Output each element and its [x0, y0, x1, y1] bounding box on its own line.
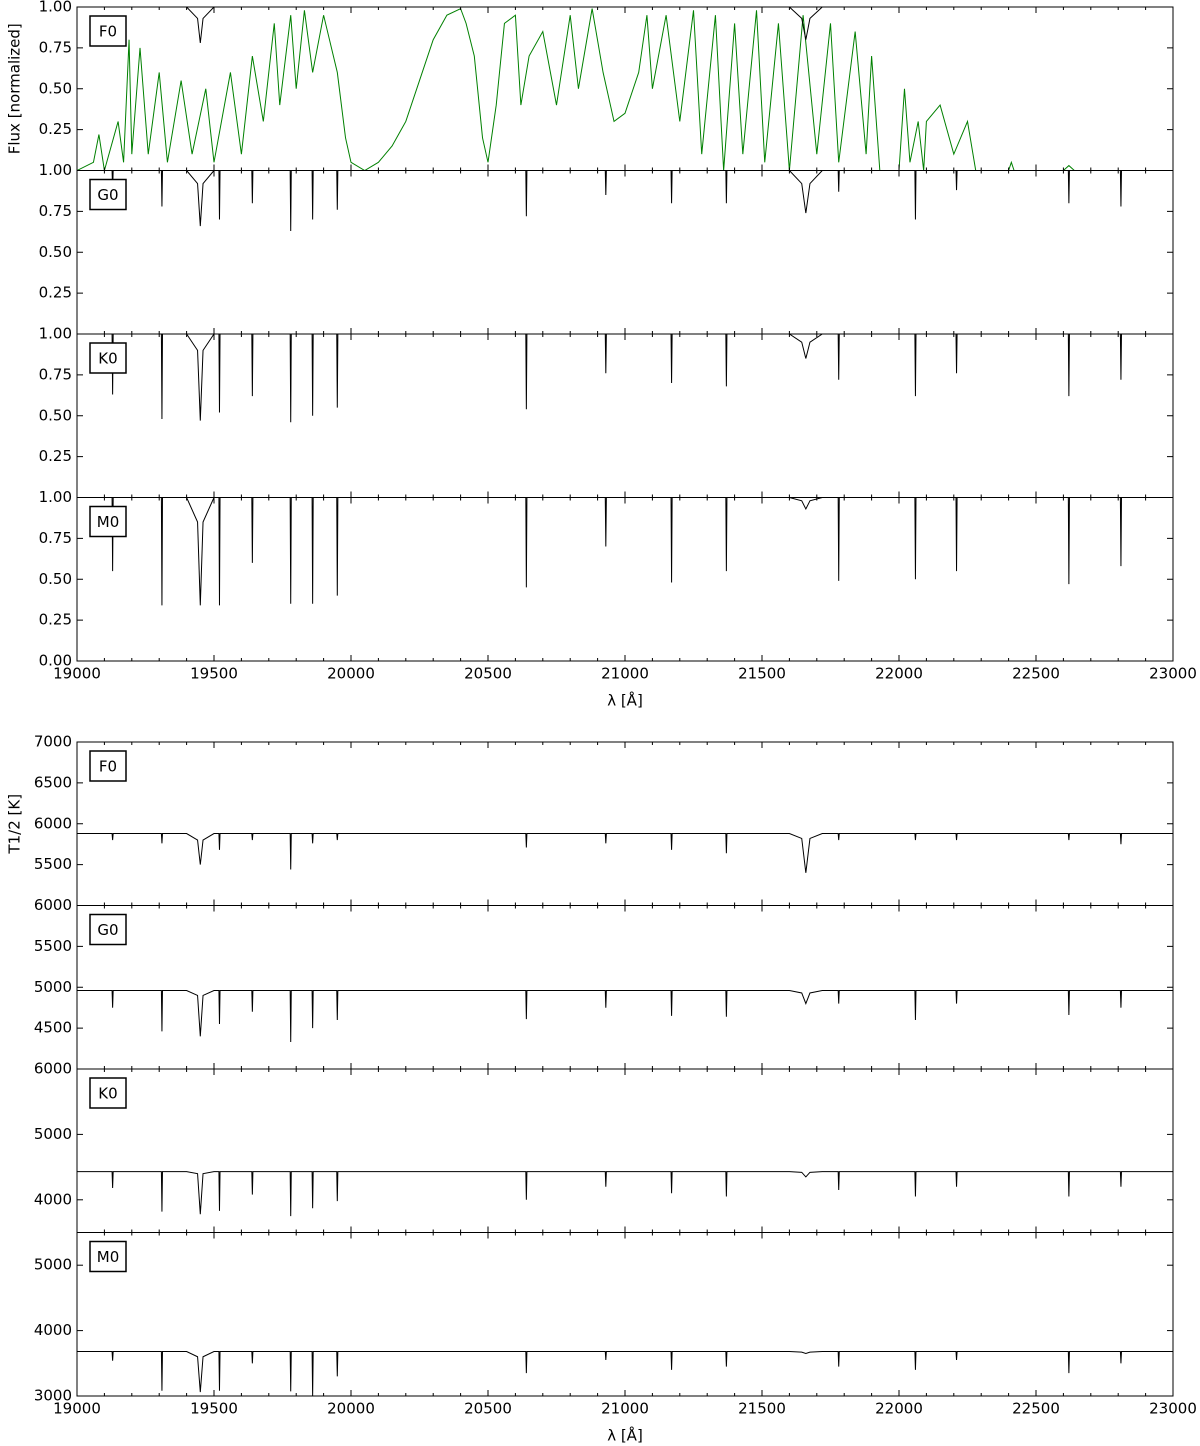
panel-label-box: [89, 15, 127, 47]
y-tick-label: 0.00: [39, 652, 72, 670]
y-tick-label: 0.50: [39, 243, 72, 261]
x-tick-label: 21000: [601, 665, 649, 683]
y-tick-label: 0.50: [39, 79, 72, 97]
x-tick-label: 22500: [1012, 1400, 1060, 1418]
x-tick-label: 19500: [190, 1400, 238, 1418]
panel-label-box: [89, 1240, 127, 1273]
panel-frame: [76, 1232, 1174, 1397]
spectrum-line: [77, 334, 1173, 423]
x-tick-label: 21500: [738, 665, 786, 683]
y-tick-label: 6000: [34, 1060, 72, 1078]
spectrum-line: [77, 7, 1173, 44]
x-tick-label: 19000: [53, 1400, 101, 1418]
panel-label-box: [89, 178, 127, 211]
y-axis-label: T1/2 [K]: [6, 794, 24, 855]
spectrum-line: [77, 990, 1173, 1043]
panel-frame: [76, 905, 1174, 1070]
y-tick-label: 6500: [34, 773, 72, 791]
panel-label: G0: [97, 186, 118, 204]
y-tick-label: 3000: [34, 1387, 72, 1405]
y-tick-label: 7000: [34, 733, 72, 751]
x-axis-label: λ [Å]: [607, 1426, 643, 1445]
x-tick-label: 20000: [327, 1400, 375, 1418]
panel-frame: [76, 170, 1174, 335]
y-tick-label: 1.00: [39, 325, 72, 343]
y-tick-label: 5000: [34, 1256, 72, 1274]
y-tick-label: 4000: [34, 1190, 72, 1208]
y-tick-label: 4000: [34, 1321, 72, 1339]
y-tick-label: 0.75: [39, 202, 72, 220]
x-tick-label: 22000: [875, 1400, 923, 1418]
spectrum-line: [77, 1351, 1173, 1396]
panel-frame: [76, 1068, 1174, 1233]
y-tick-label: 0.50: [39, 406, 72, 424]
y-tick-label: 0.75: [39, 529, 72, 547]
y-tick-label: 4500: [34, 1019, 72, 1037]
panel-frame: [76, 333, 1174, 498]
panel-label: K0: [98, 1085, 117, 1103]
y-tick-label: 1.00: [39, 488, 72, 506]
x-axis-label: λ [Å]: [607, 691, 643, 710]
x-tick-label: 20500: [464, 665, 512, 683]
y-tick-label: 5000: [34, 978, 72, 996]
panel-frame: [76, 497, 1174, 662]
y-tick-label: 0.75: [39, 365, 72, 383]
y-tick-label: 0.25: [39, 284, 72, 302]
spectrum-line: [77, 497, 1173, 606]
panel-label: M0: [97, 1248, 120, 1266]
spectrum-line: [77, 170, 1173, 232]
y-tick-label: 6000: [34, 896, 72, 914]
x-tick-label: 20000: [327, 665, 375, 683]
panel-label: F0: [99, 23, 117, 41]
y-tick-label: 0.75: [39, 38, 72, 56]
panel-label: K0: [98, 350, 117, 368]
y-tick-label: 0.50: [39, 570, 72, 588]
x-tick-label: 21500: [738, 1400, 786, 1418]
panel-label: M0: [97, 513, 120, 531]
x-tick-label: 23000: [1149, 665, 1197, 683]
y-axis-label: Flux [normalized]: [6, 23, 24, 154]
panel-frame: [76, 741, 1174, 906]
panel-label-box: [89, 342, 127, 374]
panel-label-box: [89, 750, 127, 782]
spectrum-line: [77, 1171, 1173, 1217]
y-tick-label: 0.25: [39, 447, 72, 465]
spectrum-line: [77, 7, 1173, 171]
panel-label: G0: [97, 921, 118, 939]
y-tick-label: 1.00: [39, 161, 72, 179]
panel-label-box: [89, 913, 127, 946]
y-tick-label: 1.00: [39, 0, 72, 16]
spectrum-line: [77, 833, 1173, 873]
x-tick-label: 20500: [464, 1400, 512, 1418]
x-tick-label: 23000: [1149, 1400, 1197, 1418]
panel-label: F0: [99, 758, 117, 776]
y-tick-label: 5500: [34, 937, 72, 955]
panel-label-box: [89, 1077, 127, 1109]
y-tick-label: 0.25: [39, 120, 72, 138]
panel-frame: [76, 6, 1174, 171]
y-tick-label: 5000: [34, 1125, 72, 1143]
panel-label-box: [89, 505, 127, 538]
x-tick-label: 22000: [875, 665, 923, 683]
y-tick-label: 0.25: [39, 611, 72, 629]
x-tick-label: 19000: [53, 665, 101, 683]
y-tick-label: 6000: [34, 814, 72, 832]
x-tick-label: 22500: [1012, 665, 1060, 683]
x-tick-label: 19500: [190, 665, 238, 683]
x-tick-label: 21000: [601, 1400, 649, 1418]
y-tick-label: 5500: [34, 855, 72, 873]
